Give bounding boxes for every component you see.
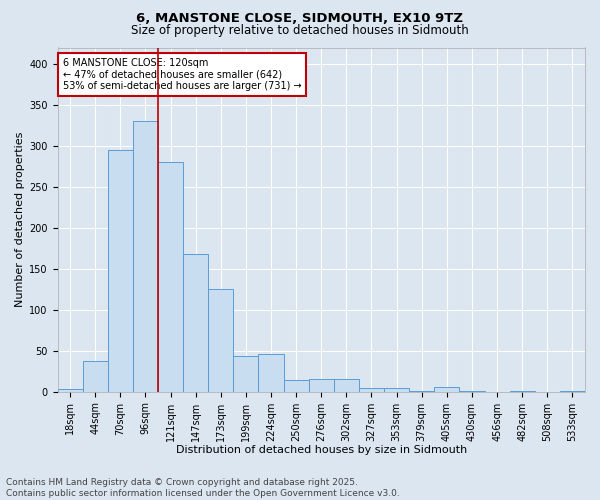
Bar (560, 391, 585, 392)
Bar (460, 391, 485, 392)
Y-axis label: Number of detached properties: Number of detached properties (15, 132, 25, 308)
Bar (409, 391, 434, 392)
Bar (108, 150, 133, 392)
Bar (83, 360, 108, 392)
Text: Contains HM Land Registry data © Crown copyright and database right 2025.
Contai: Contains HM Land Registry data © Crown c… (6, 478, 400, 498)
Bar (133, 122, 158, 392)
X-axis label: Distribution of detached houses by size in Sidmouth: Distribution of detached houses by size … (176, 445, 467, 455)
Text: 6 MANSTONE CLOSE: 120sqm
← 47% of detached houses are smaller (642)
53% of semi-: 6 MANSTONE CLOSE: 120sqm ← 47% of detach… (63, 58, 301, 91)
Bar (259, 354, 284, 392)
Bar (334, 380, 359, 392)
Bar (284, 380, 308, 392)
Bar (208, 290, 233, 392)
Bar (158, 162, 183, 392)
Bar (384, 388, 409, 392)
Bar (183, 254, 208, 392)
Text: Size of property relative to detached houses in Sidmouth: Size of property relative to detached ho… (131, 24, 469, 37)
Text: 6, MANSTONE CLOSE, SIDMOUTH, EX10 9TZ: 6, MANSTONE CLOSE, SIDMOUTH, EX10 9TZ (137, 12, 464, 26)
Bar (233, 356, 259, 392)
Bar (58, 390, 83, 392)
Bar (308, 380, 334, 392)
Bar (359, 388, 384, 392)
Bar (509, 391, 535, 392)
Bar (434, 387, 460, 392)
